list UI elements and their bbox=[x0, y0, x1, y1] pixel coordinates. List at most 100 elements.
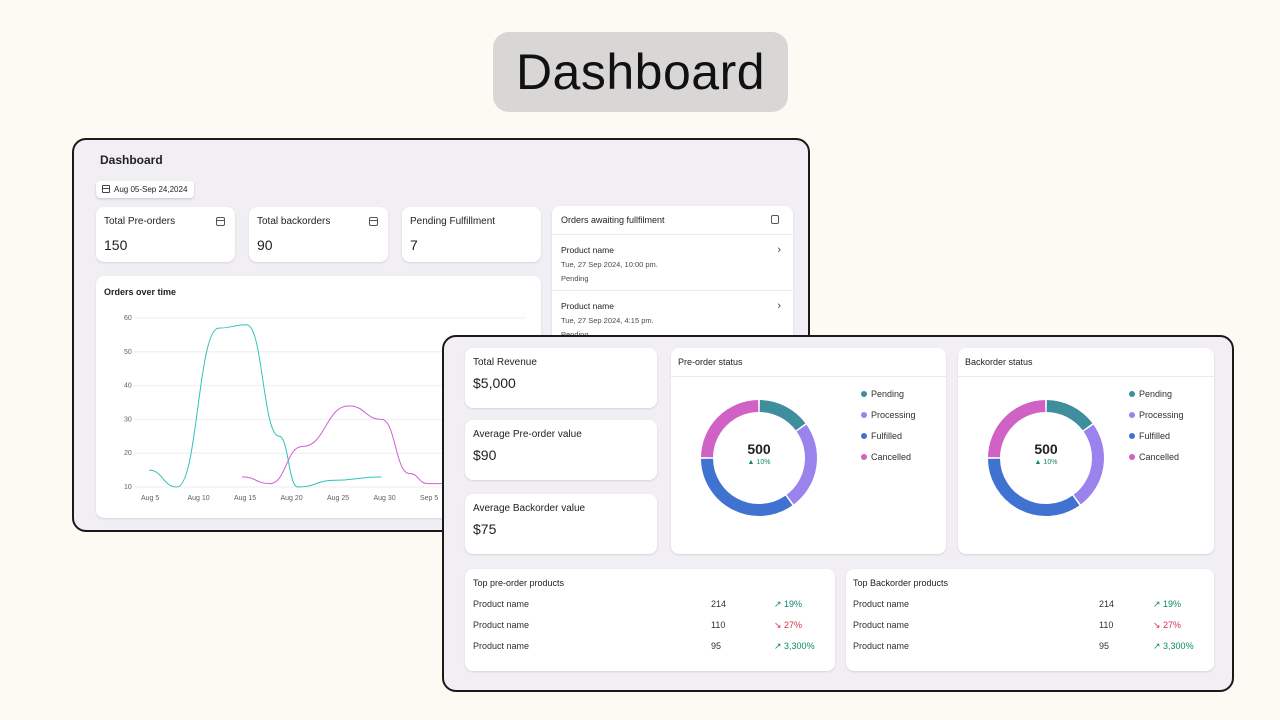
table-row[interactable]: Product name 214 ↗ 19% bbox=[465, 599, 835, 620]
product-qty: 95 bbox=[711, 641, 722, 651]
chevron-right-icon[interactable]: › bbox=[777, 300, 781, 312]
table-row[interactable]: Product name 110 ↘ 27% bbox=[846, 620, 1214, 641]
metric-value: $5,000 bbox=[473, 375, 516, 391]
chart-title: Orders over time bbox=[104, 287, 177, 297]
donut-slice-pending bbox=[759, 400, 806, 431]
preorder-status-title: Pre-order status bbox=[678, 357, 743, 367]
stat-value: 7 bbox=[410, 237, 418, 253]
x-tick-label: Aug 25 bbox=[327, 495, 349, 502]
series-line-0 bbox=[148, 324, 382, 488]
metric-card-avg-preorder[interactable]: Average Pre-order value $90 bbox=[465, 420, 657, 480]
stat-label: Total backorders bbox=[257, 216, 331, 227]
legend-cancelled: Cancelled bbox=[1129, 452, 1179, 462]
stat-label: Total Pre-orders bbox=[104, 216, 176, 227]
y-tick-label: 10 bbox=[124, 484, 132, 491]
donut-slice-fulfilled bbox=[988, 458, 1080, 516]
product-change: ↗ 19% bbox=[1153, 599, 1182, 609]
metric-label: Total Revenue bbox=[473, 357, 537, 368]
top-preorder-products-card: Top pre-order products Product name 214 … bbox=[465, 569, 835, 671]
date-range-picker[interactable]: Aug 05-Sep 24,2024 bbox=[96, 181, 195, 198]
table-row[interactable]: Product name 95 ↗ 3,300% bbox=[846, 641, 1214, 662]
product-qty: 95 bbox=[1099, 641, 1110, 651]
table-row[interactable]: Product name 110 ↘ 27% bbox=[465, 620, 835, 641]
donut-center: 500 ▲ 10% bbox=[729, 441, 789, 466]
donut-slice-processing bbox=[786, 424, 817, 505]
x-tick-label: Sep 5 bbox=[420, 495, 438, 502]
y-tick-label: 30 bbox=[124, 416, 132, 423]
metric-card-avg-backorder[interactable]: Average Backorder value $75 bbox=[465, 494, 657, 554]
overview-window: Total Revenue $5,000 Average Pre-order v… bbox=[442, 335, 1234, 692]
metric-label: Average Pre-order value bbox=[473, 429, 582, 440]
x-tick-label: Aug 10 bbox=[188, 495, 210, 502]
legend-fulfilled: Fulfilled bbox=[861, 431, 902, 441]
product-name: Product name bbox=[473, 641, 530, 651]
stat-label: Pending Fulfillment bbox=[410, 216, 496, 227]
legend-processing: Processing bbox=[861, 410, 916, 420]
y-tick-label: 60 bbox=[124, 315, 132, 322]
metric-label: Average Backorder value bbox=[473, 503, 586, 514]
stat-card-total-backorders[interactable]: Total backorders 90 bbox=[249, 207, 388, 262]
top-preorder-title: Top pre-order products bbox=[473, 578, 565, 588]
x-tick-label: Aug 5 bbox=[141, 495, 159, 502]
product-change: ↘ 27% bbox=[774, 620, 803, 630]
donut-slice-fulfilled bbox=[701, 458, 793, 516]
awaiting-title: Orders awaiting fullfilment bbox=[561, 215, 665, 225]
x-tick-label: Aug 30 bbox=[374, 495, 396, 502]
product-name: Product name bbox=[853, 620, 910, 630]
donut-total: 500 bbox=[747, 441, 771, 457]
product-name: Product name bbox=[853, 599, 910, 609]
table-row[interactable]: Product name 95 ↗ 3,300% bbox=[465, 641, 835, 662]
product-change: ↗ 3,300% bbox=[774, 641, 815, 651]
donut-total: 500 bbox=[1034, 441, 1058, 457]
backorder-donut-chart bbox=[988, 400, 1104, 516]
donut-slice-processing bbox=[1073, 424, 1104, 505]
product-name: Product name bbox=[473, 620, 530, 630]
preorder-status-card: Pre-order status 500 ▲ 10% Pending Proce… bbox=[671, 348, 946, 554]
table-row[interactable]: Product name 214 ↗ 19% bbox=[846, 599, 1214, 620]
backorder-status-title: Backorder status bbox=[965, 357, 1033, 367]
order-product-name: Product name bbox=[561, 301, 614, 311]
product-qty: 214 bbox=[711, 599, 727, 609]
donut-change: ▲ 10% bbox=[747, 459, 771, 466]
product-name: Product name bbox=[473, 599, 530, 609]
product-change: ↗ 3,300% bbox=[1153, 641, 1194, 651]
top-backorder-products-card: Top Backorder products Product name 214 … bbox=[846, 569, 1214, 671]
order-date: Tue, 27 Sep 2024, 4:15 pm. bbox=[561, 316, 654, 325]
backorder-status-card: Backorder status 500 ▲ 10% Pending Proce… bbox=[958, 348, 1214, 554]
order-status: Pending bbox=[561, 274, 589, 283]
x-tick-label: Aug 20 bbox=[281, 495, 303, 502]
legend-processing: Processing bbox=[1129, 410, 1184, 420]
order-item[interactable]: Product name Tue, 27 Sep 2024, 4:15 pm. … bbox=[552, 291, 793, 347]
stat-value: 90 bbox=[257, 237, 273, 253]
calendar-clock-icon bbox=[771, 215, 779, 224]
legend-pending: Pending bbox=[1129, 389, 1172, 399]
page-title: Dashboard bbox=[100, 153, 163, 167]
legend-fulfilled: Fulfilled bbox=[1129, 431, 1170, 441]
donut-center: 500 ▲ 10% bbox=[1016, 441, 1076, 466]
donut-change: ▲ 10% bbox=[1034, 459, 1058, 466]
product-change: ↘ 27% bbox=[1153, 620, 1182, 630]
legend-cancelled: Cancelled bbox=[861, 452, 911, 462]
donut-slice-cancelled bbox=[988, 400, 1046, 458]
hero-title: Dashboard bbox=[493, 32, 788, 112]
order-item[interactable]: Product name Tue, 27 Sep 2024, 10:00 pm.… bbox=[552, 235, 793, 291]
donut-slice-cancelled bbox=[701, 400, 759, 458]
y-tick-label: 20 bbox=[124, 450, 132, 457]
product-qty: 110 bbox=[711, 620, 726, 630]
y-tick-label: 50 bbox=[124, 349, 132, 356]
order-product-name: Product name bbox=[561, 245, 614, 255]
chevron-right-icon[interactable]: › bbox=[777, 244, 781, 256]
stat-card-pending-fulfillment[interactable]: Pending Fulfillment 7 bbox=[402, 207, 541, 262]
donut-slice-pending bbox=[1046, 400, 1093, 431]
stat-card-total-preorders[interactable]: Total Pre-orders 150 bbox=[96, 207, 235, 262]
product-change: ↗ 19% bbox=[774, 599, 803, 609]
calendar-icon bbox=[102, 185, 110, 193]
metric-card-total-revenue[interactable]: Total Revenue $5,000 bbox=[465, 348, 657, 408]
calendar-icon bbox=[216, 217, 225, 226]
metric-value: $90 bbox=[473, 447, 497, 463]
stat-value: 150 bbox=[104, 237, 128, 253]
metric-value: $75 bbox=[473, 521, 497, 537]
product-qty: 214 bbox=[1099, 599, 1115, 609]
legend-pending: Pending bbox=[861, 389, 904, 399]
preorder-donut-chart bbox=[701, 400, 817, 516]
